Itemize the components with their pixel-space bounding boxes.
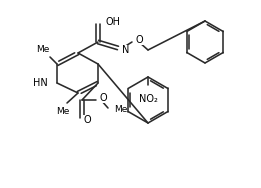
Text: NO₂: NO₂ [139, 94, 157, 104]
Text: OH: OH [105, 17, 120, 27]
Text: O: O [99, 93, 107, 103]
Text: HN: HN [33, 78, 48, 88]
Text: Me: Me [114, 105, 127, 114]
Text: O: O [83, 115, 91, 125]
Text: O: O [136, 35, 144, 45]
Text: Me: Me [56, 108, 70, 117]
Text: N: N [122, 45, 129, 55]
Text: Me: Me [36, 45, 50, 55]
